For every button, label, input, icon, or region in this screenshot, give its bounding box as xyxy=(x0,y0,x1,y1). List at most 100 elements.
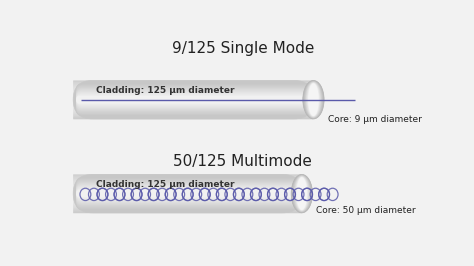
FancyBboxPatch shape xyxy=(73,200,302,201)
FancyBboxPatch shape xyxy=(76,185,303,202)
FancyBboxPatch shape xyxy=(73,95,313,96)
FancyBboxPatch shape xyxy=(76,188,303,200)
FancyBboxPatch shape xyxy=(73,109,313,111)
FancyBboxPatch shape xyxy=(73,112,313,114)
FancyBboxPatch shape xyxy=(73,103,313,104)
FancyBboxPatch shape xyxy=(73,205,302,206)
FancyBboxPatch shape xyxy=(73,184,302,185)
FancyBboxPatch shape xyxy=(73,107,313,109)
FancyBboxPatch shape xyxy=(73,178,302,180)
FancyBboxPatch shape xyxy=(73,175,302,177)
FancyBboxPatch shape xyxy=(73,98,313,99)
FancyBboxPatch shape xyxy=(73,113,313,114)
FancyBboxPatch shape xyxy=(73,209,302,210)
FancyBboxPatch shape xyxy=(73,84,313,86)
FancyBboxPatch shape xyxy=(73,192,302,193)
FancyBboxPatch shape xyxy=(73,91,313,92)
FancyBboxPatch shape xyxy=(76,180,303,208)
Ellipse shape xyxy=(293,176,310,212)
FancyBboxPatch shape xyxy=(73,88,313,89)
FancyBboxPatch shape xyxy=(73,93,313,94)
FancyBboxPatch shape xyxy=(76,89,314,110)
FancyBboxPatch shape xyxy=(73,176,302,178)
FancyBboxPatch shape xyxy=(73,116,313,117)
FancyBboxPatch shape xyxy=(73,207,302,209)
FancyBboxPatch shape xyxy=(76,178,303,209)
FancyBboxPatch shape xyxy=(73,180,302,181)
FancyBboxPatch shape xyxy=(76,189,303,199)
FancyBboxPatch shape xyxy=(73,110,313,112)
FancyBboxPatch shape xyxy=(73,106,313,108)
FancyBboxPatch shape xyxy=(73,94,313,95)
FancyBboxPatch shape xyxy=(73,118,313,119)
FancyBboxPatch shape xyxy=(73,181,302,182)
Ellipse shape xyxy=(303,80,324,119)
FancyBboxPatch shape xyxy=(76,190,303,197)
FancyBboxPatch shape xyxy=(73,82,313,84)
FancyBboxPatch shape xyxy=(73,111,313,113)
FancyBboxPatch shape xyxy=(73,202,302,204)
FancyBboxPatch shape xyxy=(73,187,302,188)
FancyBboxPatch shape xyxy=(73,174,302,213)
FancyBboxPatch shape xyxy=(73,115,313,117)
FancyBboxPatch shape xyxy=(73,198,302,200)
Ellipse shape xyxy=(306,82,321,117)
Ellipse shape xyxy=(303,80,324,119)
FancyBboxPatch shape xyxy=(73,211,302,212)
Ellipse shape xyxy=(307,83,319,117)
Ellipse shape xyxy=(292,175,312,213)
FancyBboxPatch shape xyxy=(73,191,302,192)
Ellipse shape xyxy=(297,177,307,210)
FancyBboxPatch shape xyxy=(73,83,313,85)
FancyBboxPatch shape xyxy=(73,117,313,118)
FancyBboxPatch shape xyxy=(76,94,314,106)
FancyBboxPatch shape xyxy=(73,204,302,206)
FancyBboxPatch shape xyxy=(73,174,302,176)
FancyBboxPatch shape xyxy=(73,114,313,115)
FancyBboxPatch shape xyxy=(76,183,303,204)
FancyBboxPatch shape xyxy=(73,177,302,178)
FancyBboxPatch shape xyxy=(76,90,314,109)
FancyBboxPatch shape xyxy=(73,193,302,194)
Ellipse shape xyxy=(291,174,312,213)
FancyBboxPatch shape xyxy=(73,102,313,103)
FancyBboxPatch shape xyxy=(76,83,314,116)
FancyBboxPatch shape xyxy=(73,87,313,89)
FancyBboxPatch shape xyxy=(73,197,302,198)
FancyBboxPatch shape xyxy=(73,80,313,119)
Ellipse shape xyxy=(307,82,320,117)
FancyBboxPatch shape xyxy=(73,85,313,87)
FancyBboxPatch shape xyxy=(73,206,302,207)
FancyBboxPatch shape xyxy=(73,179,302,181)
Ellipse shape xyxy=(304,81,323,118)
FancyBboxPatch shape xyxy=(73,105,313,106)
Ellipse shape xyxy=(291,174,312,213)
FancyBboxPatch shape xyxy=(73,103,313,105)
FancyBboxPatch shape xyxy=(73,101,313,102)
Text: 50/125 Multimode: 50/125 Multimode xyxy=(173,153,312,169)
Ellipse shape xyxy=(292,175,311,212)
FancyBboxPatch shape xyxy=(73,197,302,199)
FancyBboxPatch shape xyxy=(73,100,313,101)
Text: Cladding: 125 μm diameter: Cladding: 125 μm diameter xyxy=(96,86,235,95)
FancyBboxPatch shape xyxy=(73,105,313,107)
FancyBboxPatch shape xyxy=(73,194,302,195)
FancyBboxPatch shape xyxy=(76,87,314,113)
FancyBboxPatch shape xyxy=(76,86,314,114)
FancyBboxPatch shape xyxy=(73,186,302,187)
FancyBboxPatch shape xyxy=(73,200,302,202)
FancyBboxPatch shape xyxy=(73,89,313,90)
FancyBboxPatch shape xyxy=(76,182,303,205)
Text: Core: 50 μm diameter: Core: 50 μm diameter xyxy=(316,206,416,215)
FancyBboxPatch shape xyxy=(73,99,313,100)
Text: 9/125 Single Mode: 9/125 Single Mode xyxy=(172,41,314,56)
Ellipse shape xyxy=(296,177,308,210)
FancyBboxPatch shape xyxy=(73,86,313,88)
FancyBboxPatch shape xyxy=(73,182,302,184)
FancyBboxPatch shape xyxy=(73,188,302,189)
FancyBboxPatch shape xyxy=(76,181,303,207)
FancyBboxPatch shape xyxy=(76,92,314,107)
FancyBboxPatch shape xyxy=(76,186,303,201)
FancyBboxPatch shape xyxy=(73,183,302,184)
FancyBboxPatch shape xyxy=(76,91,314,108)
